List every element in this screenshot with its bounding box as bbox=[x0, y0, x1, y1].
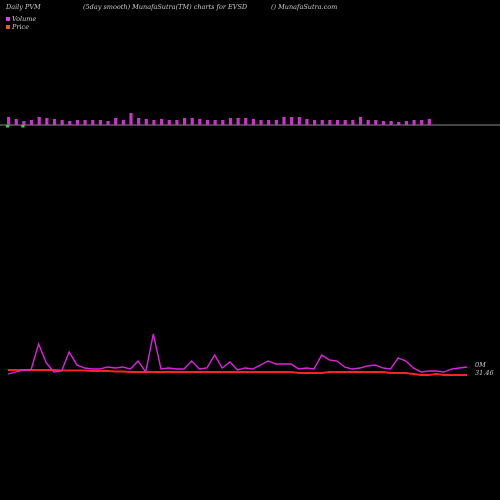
volume-bar bbox=[267, 120, 271, 125]
legend-volume-label: Volume bbox=[12, 15, 37, 23]
volume-bar bbox=[228, 118, 233, 125]
volume-bar bbox=[160, 119, 164, 125]
volume-bar bbox=[137, 118, 141, 125]
legend-price: Price bbox=[6, 23, 29, 31]
volume-bar bbox=[328, 120, 332, 125]
legend-volume: Volume bbox=[6, 15, 36, 23]
volume-bar-down bbox=[21, 125, 25, 128]
legend-price-swatch bbox=[6, 25, 10, 29]
volume-bar bbox=[274, 120, 278, 125]
chart-title-main: (5day smooth) MunafaSutra(TM) charts for… bbox=[83, 3, 248, 11]
volume-bar bbox=[114, 118, 118, 125]
volume-bar bbox=[320, 120, 324, 125]
volume-bar bbox=[305, 119, 309, 125]
volume-bar bbox=[366, 120, 370, 125]
volume-bar bbox=[182, 118, 187, 125]
price-value-label: 31.46 bbox=[475, 369, 494, 377]
pvm-series-line bbox=[7, 333, 468, 375]
volume-bar bbox=[221, 120, 225, 125]
chart-title-left: Daily PVM bbox=[6, 3, 41, 11]
volume-bar bbox=[397, 122, 401, 125]
volume-bar bbox=[29, 120, 34, 125]
volume-bar bbox=[22, 121, 26, 125]
volume-bar bbox=[251, 119, 255, 125]
volume-bar bbox=[244, 118, 248, 125]
volume-bar bbox=[351, 120, 355, 125]
volume-bar bbox=[213, 120, 217, 125]
volume-bar bbox=[37, 117, 41, 125]
volume-bar bbox=[412, 120, 416, 125]
volume-bar bbox=[290, 117, 294, 125]
volume-bar bbox=[167, 120, 171, 125]
volume-bar bbox=[98, 120, 102, 125]
volume-bar bbox=[91, 120, 95, 125]
volume-bar bbox=[7, 117, 11, 125]
legend-price-label: Price bbox=[12, 23, 30, 31]
volume-bar bbox=[14, 119, 18, 125]
volume-bar bbox=[381, 121, 386, 125]
volume-bar bbox=[259, 120, 263, 125]
volume-bar bbox=[75, 120, 80, 125]
volume-bar bbox=[121, 120, 125, 125]
volume-bar bbox=[144, 119, 148, 125]
volume-bar bbox=[313, 120, 317, 125]
volume-bar bbox=[404, 121, 408, 125]
volume-bar bbox=[52, 119, 57, 125]
volume-bar bbox=[282, 117, 286, 125]
volume-bar-down bbox=[6, 125, 10, 128]
volume-bar bbox=[68, 121, 72, 125]
volume-bar bbox=[420, 120, 424, 125]
volume-bar bbox=[205, 120, 210, 125]
price-series-line bbox=[8, 369, 467, 376]
volume-bar bbox=[129, 113, 133, 125]
volume-bar bbox=[374, 120, 378, 125]
volume-bar bbox=[60, 120, 64, 125]
volume-bar bbox=[335, 120, 340, 125]
volume-bar bbox=[297, 117, 301, 125]
volume-bar bbox=[236, 118, 240, 125]
volume-bar bbox=[152, 120, 156, 125]
volume-bar bbox=[83, 120, 87, 125]
volume-bar bbox=[175, 120, 179, 125]
chart-title-source: () MunafaSutra.com bbox=[271, 3, 338, 11]
volume-bar bbox=[190, 118, 194, 125]
volume-bar bbox=[45, 118, 49, 125]
legend-volume-swatch bbox=[6, 17, 10, 21]
volume-bar bbox=[389, 121, 393, 125]
volume-value-label: 0M bbox=[475, 361, 486, 369]
volume-bar bbox=[427, 119, 431, 125]
volume-bar bbox=[358, 117, 363, 125]
volume-bar bbox=[106, 121, 110, 125]
volume-bar bbox=[198, 119, 202, 125]
volume-bar bbox=[343, 120, 347, 125]
